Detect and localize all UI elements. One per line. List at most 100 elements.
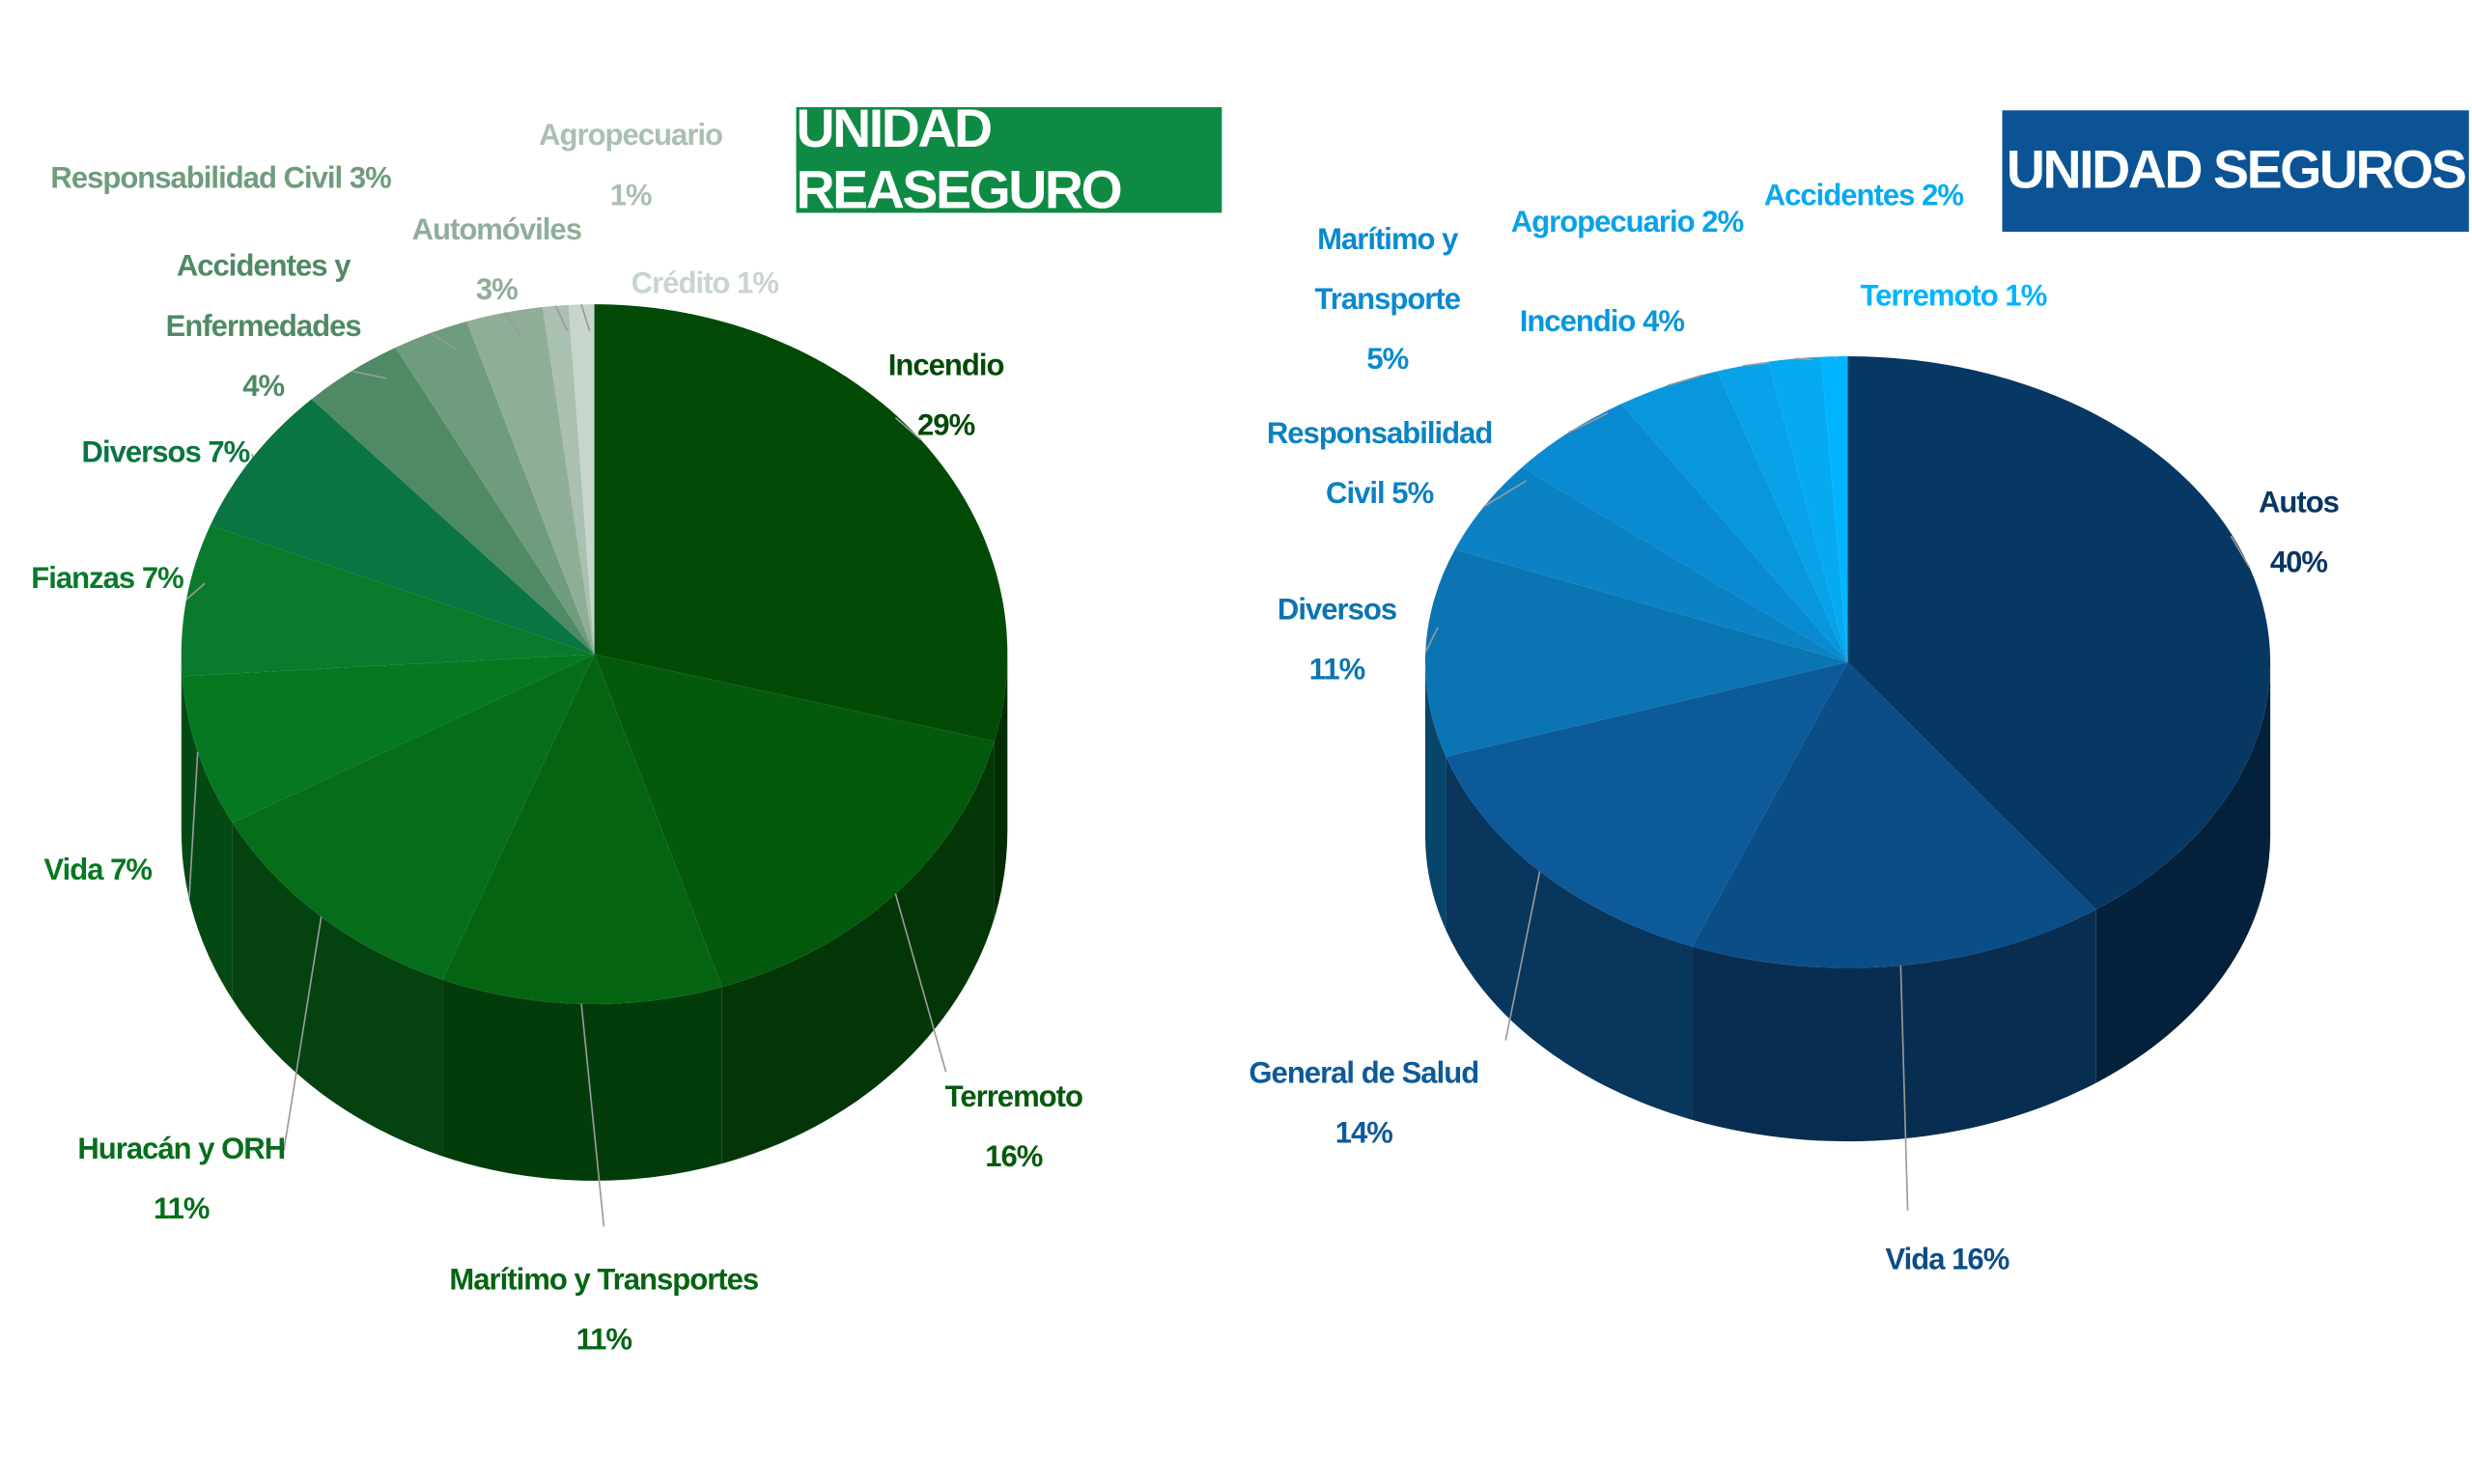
leader-line — [1483, 480, 1527, 508]
leader-line — [1504, 871, 1541, 1041]
value-label: 1% — [2005, 280, 2047, 314]
value-label: 11% — [154, 1192, 210, 1227]
pie-side — [1446, 756, 1693, 1120]
slice-label: Responsabilidad Civil 5% — [1253, 406, 1505, 525]
category-name: Incendio — [1519, 305, 1637, 340]
pie-slice — [1692, 661, 2096, 968]
pie-slice — [466, 306, 595, 655]
slice-label: Incendio 29% — [875, 337, 1017, 457]
category-name: Diversos — [81, 436, 202, 470]
pie-slice — [1847, 355, 2271, 910]
leader-line — [894, 893, 947, 1073]
leader-line — [894, 417, 922, 441]
pie-slice — [1446, 661, 1848, 947]
category-name: Agropecuario — [1510, 206, 1696, 240]
slice-label: Accidentes 2% — [1761, 167, 1966, 227]
leader-line — [351, 370, 387, 379]
pie-slice — [232, 654, 595, 980]
category-name: Responsabilidad Civil — [50, 162, 343, 196]
leader-line — [1834, 355, 1838, 360]
value-label: 3% — [475, 274, 519, 308]
pie-slice — [594, 304, 1008, 742]
pie-side — [182, 676, 233, 1000]
category-name: Terremoto — [944, 1081, 1083, 1115]
pie-slice — [568, 304, 595, 655]
category-name: Vida — [43, 854, 103, 888]
category-name: Automóviles — [411, 214, 582, 248]
leader-line — [188, 751, 199, 899]
pie-slice — [1821, 355, 1848, 662]
slice-label: Marítimo y Transporte 5% — [1293, 211, 1482, 391]
pie-slice — [442, 654, 722, 1005]
category-name: Crédito — [631, 267, 731, 301]
slice-label: Automóviles 3% — [410, 202, 584, 322]
leader-line — [1567, 412, 1609, 434]
leader-line — [503, 312, 521, 335]
category-name: Responsabilidad Civil — [1266, 417, 1494, 511]
category-name: Fianzas — [31, 562, 135, 597]
value-label: 5% — [1391, 477, 1434, 511]
leader-line — [1667, 374, 1703, 386]
pie-slice — [1621, 371, 1848, 662]
value-label: 1% — [609, 180, 653, 213]
value-label: 14% — [1334, 1117, 1393, 1151]
category-name: Terremoto — [1860, 280, 1998, 314]
pie-side — [442, 979, 722, 1181]
leader-line — [185, 582, 206, 601]
category-name: Agropecuario — [539, 120, 723, 154]
value-label: 3% — [349, 162, 392, 196]
category-name: Autos — [2258, 487, 2340, 520]
value-label: 7% — [110, 854, 153, 888]
category-name: Diversos — [1277, 594, 1397, 628]
pie-slice — [1717, 361, 1848, 662]
pie-slice — [210, 399, 595, 655]
category-name: Accidentes — [1763, 180, 1916, 213]
slice-label: Huracán y ORH 11% — [70, 1121, 292, 1241]
slice-label: Crédito 1% — [610, 255, 800, 315]
value-label: 1% — [737, 267, 779, 301]
category-name: General de Salud — [1249, 1057, 1479, 1091]
slice-label: Vida 16% — [1884, 1231, 2010, 1291]
leader-line — [1899, 965, 1909, 1211]
category-name: Vida — [1885, 1244, 1945, 1277]
value-label: 11% — [576, 1324, 632, 1358]
pie-slice — [395, 321, 595, 655]
leader-line — [580, 1003, 605, 1227]
category-name: Accidentes y Enfermedades — [165, 250, 362, 344]
pie-side — [1692, 909, 2096, 1142]
pie-side — [181, 654, 183, 854]
pie-slice — [182, 654, 595, 824]
pie-side — [1424, 661, 1447, 931]
category-name: Huracán y ORH — [77, 1133, 286, 1167]
chart-title: UNIDAD SEGUROS — [2002, 110, 2469, 233]
slice-label: Accidentes y Enfermedades 4% — [161, 238, 366, 418]
leader-line — [1742, 361, 1769, 367]
slice-label: Terremoto 16% — [927, 1069, 1101, 1189]
chart-title: UNIDAD REASEGURO — [796, 98, 1222, 220]
pie-side — [994, 654, 1008, 918]
pie-slice — [542, 304, 595, 655]
value-label: 4% — [1643, 305, 1685, 340]
value-label: 7% — [208, 436, 250, 470]
slice-label: Autos 40% — [2235, 474, 2362, 594]
slice-label: General de Salud 14% — [1230, 1045, 1499, 1164]
slice-label: Agropecuario 2% — [1508, 194, 1745, 254]
slice-label: Diversos 11% — [1266, 581, 1408, 701]
pie-slice — [1522, 404, 1848, 662]
leader-line — [554, 305, 569, 332]
category-name: Incendio — [887, 350, 1005, 383]
category-name: Marítimo y Transporte — [1314, 223, 1461, 318]
slice-label: Responsabilidad Civil 3% — [47, 150, 394, 210]
pie-slice — [1454, 466, 1848, 662]
slice-label: Marítimo y Transportes 11% — [446, 1251, 762, 1371]
category-name: Marítimo y Transportes — [449, 1264, 759, 1298]
leader-line — [2230, 535, 2251, 569]
value-label: 29% — [917, 409, 975, 443]
pie-slice — [594, 654, 995, 988]
leader-line — [430, 332, 458, 351]
slice-label: Diversos 7% — [70, 424, 260, 484]
value-label: 2% — [1701, 206, 1744, 240]
